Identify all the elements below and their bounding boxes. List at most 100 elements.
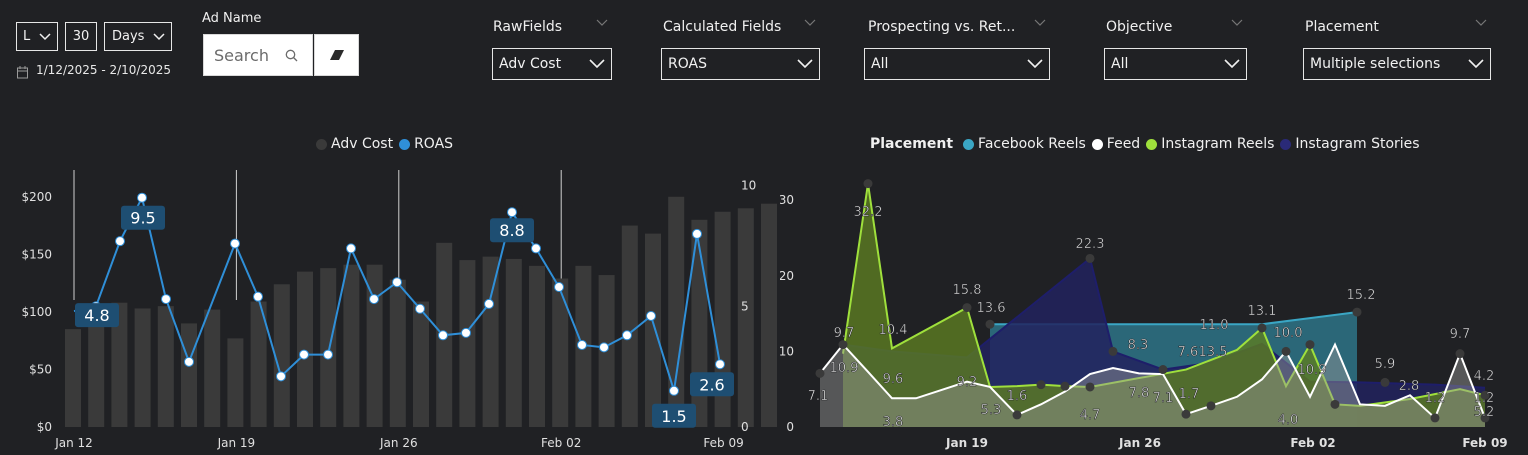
roas-point [369, 294, 379, 305]
adv-cost-bar [343, 264, 360, 427]
adv-cost-bar [668, 196, 685, 427]
legend-label-facebook-reels[interactable]: Facebook Reels [978, 136, 1086, 152]
rawfields-value: Adv Cost [499, 56, 562, 72]
roas-point [669, 385, 679, 396]
objective-dropdown[interactable]: All [1104, 48, 1247, 80]
roas-data-label-bg [121, 205, 165, 230]
eraser-icon [329, 49, 345, 61]
x-axis-tick-label: Jan 19 [217, 436, 256, 450]
period-count-input[interactable]: 30 [65, 22, 97, 51]
roas-point [461, 327, 471, 338]
period-count-value: 30 [72, 29, 90, 44]
roas-point [161, 294, 171, 305]
placement-point [1036, 380, 1046, 390]
placement-point [1305, 340, 1315, 350]
adv-cost-bar [65, 329, 81, 427]
roas-point [323, 349, 333, 360]
roas-point [415, 303, 425, 314]
roas-point [438, 330, 448, 341]
area-data-label: 13.6 [977, 301, 1006, 316]
adv-cost-bar [297, 271, 313, 427]
area-data-label: 9.2 [957, 375, 978, 390]
adv-cost-bar [552, 278, 569, 427]
legend-label-instagram-reels[interactable]: Instagram Reels [1161, 136, 1275, 152]
placement-point [1430, 413, 1440, 423]
y-axis-tick-label: $50 [29, 362, 52, 376]
placement-point [1480, 390, 1490, 400]
y-axis-tick-label: $150 [21, 247, 52, 261]
roas-data-label-bg [652, 403, 696, 428]
placement-point [1257, 323, 1267, 333]
roas-point [715, 359, 725, 370]
adv-cost-bar [645, 233, 661, 427]
roas-data-label: 4.8 [84, 306, 109, 325]
ad-name-search-input[interactable]: Search [203, 34, 313, 76]
x-axis-tick-label: Feb 09 [703, 436, 743, 450]
chevron-down-icon[interactable] [1475, 19, 1487, 27]
placement-area-chart[interactable]: 0 10 20 30 Jan 19 Jan 26 Feb 02 Feb 09 7.1 9.7 10.… [780, 160, 1528, 455]
chevron-down-icon[interactable] [596, 19, 608, 27]
ad-name-label: Ad Name [202, 11, 262, 26]
roas-data-label-bg [75, 303, 119, 328]
area-data-label: 1.2 [1474, 391, 1495, 406]
right-chart-legend: Placement Facebook Reels Feed Instagram … [870, 136, 1420, 152]
area-data-label: 3.8 [883, 415, 904, 430]
placement-point [1206, 401, 1216, 411]
rawfields-dropdown[interactable]: Adv Cost [492, 48, 612, 80]
legend-label-feed[interactable]: Feed [1106, 136, 1141, 152]
placement-point [1181, 409, 1191, 419]
adv-cost-bar [181, 323, 197, 427]
placement-point [1085, 253, 1095, 263]
y-axis-tick-label: 0 [786, 420, 794, 434]
legend-label-adv-cost[interactable]: Adv Cost [331, 136, 394, 152]
placement-point [1480, 413, 1490, 423]
calendar-icon[interactable] [17, 64, 29, 79]
y-axis-tick-label: $100 [21, 305, 52, 319]
area-data-label: 2.8 [1399, 379, 1420, 394]
instagram-reels-area [843, 183, 1485, 427]
period-unit-dropdown[interactable]: L [16, 22, 58, 51]
roas-point [253, 291, 263, 302]
date-range[interactable]: 1/12/2025 - 2/10/2025 [36, 63, 172, 77]
area-data-label: 8.3 [1128, 338, 1149, 353]
legend-label-roas[interactable]: ROAS [414, 136, 454, 152]
clear-search-button[interactable] [314, 34, 359, 76]
adv-cost-roas-chart[interactable]: $0 $50 $100 $150 $200 0 5 10 Jan 12 Jan 19 Jan 26 F… [0, 160, 780, 455]
area-data-label: 10.9 [1298, 363, 1327, 378]
roas-point [115, 236, 125, 247]
left-chart-legend: Adv Cost ROAS [310, 136, 453, 152]
adv-cost-bar [389, 279, 406, 427]
placement-point [1352, 307, 1362, 317]
roas-point [531, 243, 541, 254]
chevron-down-icon [589, 59, 605, 69]
calculated-fields-dropdown[interactable]: ROAS [661, 48, 820, 80]
legend-label-instagram-stories[interactable]: Instagram Stories [1295, 136, 1420, 152]
area-data-label: 9.6 [883, 372, 904, 387]
adv-cost-bar [459, 260, 476, 427]
placement-point [815, 368, 825, 378]
x-axis-tick-label: Feb 09 [1462, 436, 1507, 450]
area-data-label: 7.1 [808, 389, 829, 404]
placement-point [1108, 346, 1118, 356]
prospecting-dropdown[interactable]: All [864, 48, 1050, 80]
objective-value: All [1111, 56, 1129, 72]
area-data-label: 7.8 [1129, 386, 1150, 401]
chevron-down-icon[interactable] [1034, 19, 1046, 27]
x-axis-tick-label: Jan 26 [1118, 436, 1161, 450]
chevron-down-icon[interactable] [804, 19, 816, 27]
adv-cost-bar [366, 264, 383, 427]
area-data-label: 15.8 [953, 283, 982, 298]
adv-cost-bar [761, 203, 777, 427]
adv-cost-bar [204, 309, 221, 427]
area-data-label: 7.1 [1153, 391, 1174, 406]
roas-point [507, 207, 517, 218]
area-data-label: 5.3 [981, 403, 1002, 418]
area-data-label: 32.2 [854, 205, 883, 220]
chevron-down-icon[interactable] [1231, 19, 1243, 27]
placement-point [962, 303, 972, 313]
placement-dropdown[interactable]: Multiple selections [1303, 48, 1491, 80]
legend-dot-facebook-reels [963, 138, 975, 150]
prospecting-label: Prospecting vs. Ret... [868, 19, 1016, 35]
adv-cost-bar [227, 338, 244, 427]
period-type-dropdown[interactable]: Days [104, 22, 172, 51]
